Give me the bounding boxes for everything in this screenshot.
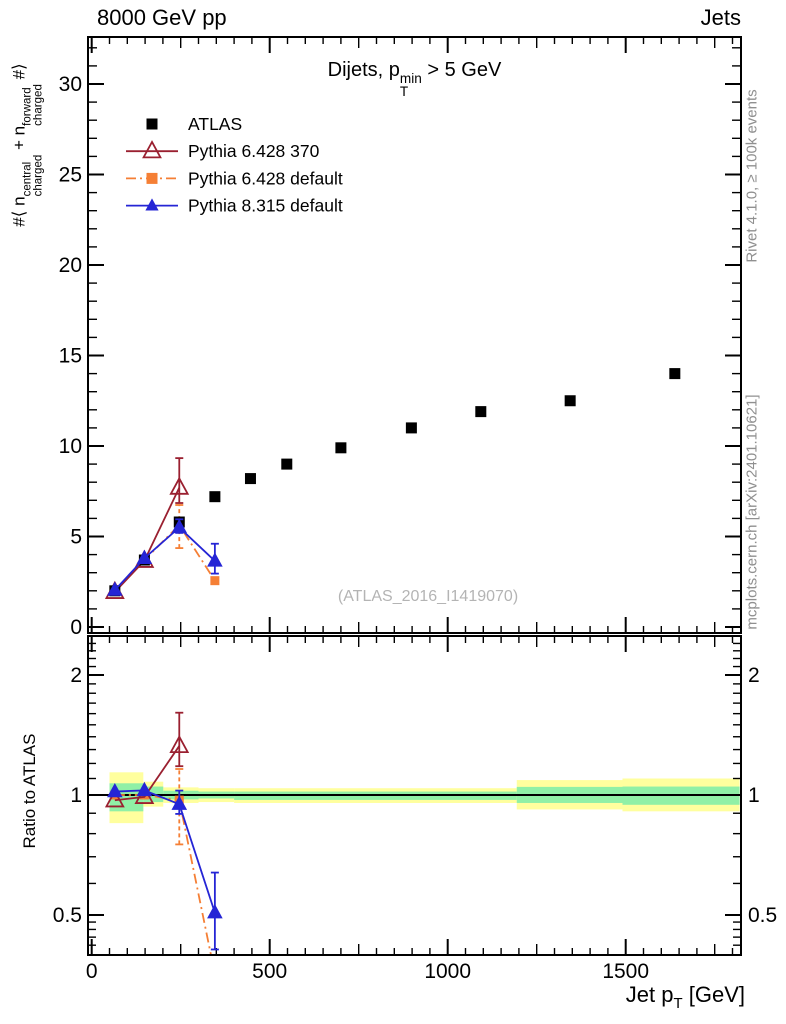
data-point: [475, 406, 487, 418]
analysis-id-watermark: (ATLAS_2016_I1419070): [337, 588, 519, 605]
y-label-mid: + n: [9, 125, 29, 155]
x-title-prefix: Jet p: [625, 982, 674, 1007]
legend: ATLAS Pythia 6.428 370 Pythia 6.428 defaul…: [126, 114, 343, 216]
series-line: [114, 526, 216, 591]
legend-item-pythia-6-428-default: Pythia 6.428 default: [126, 168, 343, 188]
tick-label: 15: [59, 345, 82, 368]
data-point: [145, 198, 159, 211]
main-y-axis-label: #⟨ n central charged + n forward charged #⟩: [9, 63, 44, 226]
data-point: [136, 781, 153, 797]
tick-label: 10: [59, 435, 82, 458]
y-label-prefix: #⟨ n: [9, 196, 29, 227]
series-line: [114, 523, 216, 592]
data-point: [107, 581, 123, 596]
ratio-y-axis-label: Ratio to ATLAS: [20, 733, 39, 849]
legend-label: Pythia 6.428 default: [188, 168, 343, 188]
series-line: [114, 789, 216, 913]
data-point: [281, 458, 293, 470]
analysis-group-label: Jets: [700, 5, 741, 30]
plot-title-prefix: Dijets, p: [327, 59, 400, 81]
legend-item-pythia-8-315-default: Pythia 8.315 default: [126, 196, 343, 216]
tick-label: 30: [59, 73, 82, 96]
axis-ticks: [89, 38, 740, 954]
plot-title: Dijets, p min T > 5 GeV: [88, 59, 741, 99]
legend-label: ATLAS: [188, 114, 242, 134]
beam-energy-label: 8000 GeV pp: [97, 5, 227, 30]
tick-label: 1: [748, 784, 760, 807]
tick-label: 1000: [424, 960, 471, 983]
tick-label: 2: [70, 664, 82, 687]
tick-label: 20: [59, 254, 82, 277]
data-point: [171, 795, 188, 810]
data-point: [146, 172, 158, 184]
tick-labels: 0 5 10 15 20 25 30 0 500 1000 1500 0.5 0.5 1 1 2 2: [53, 73, 777, 983]
y-label-sub1: charged: [32, 154, 45, 197]
plot-title-suffix: > 5 GeV: [421, 59, 502, 81]
y-label-sub2: charged: [32, 84, 45, 126]
data-point: [335, 442, 347, 454]
data-point: [207, 552, 223, 567]
n-forward-script: forward charged: [22, 84, 45, 126]
data-point: [146, 118, 158, 130]
x-title-suffix: [GeV]: [682, 982, 745, 1007]
tick-label: 1500: [602, 960, 649, 983]
data-point: [169, 476, 190, 495]
ratio-uncertainty-bands: [89, 772, 740, 824]
main-series-pythia-8-315-default: [107, 518, 223, 596]
x-title-subscript: T: [673, 994, 683, 1012]
ratio-plot-frame: [87, 635, 742, 956]
tick-label: 0: [70, 616, 82, 639]
data-point: [564, 395, 576, 407]
legend-item-atlas: ATLAS: [146, 114, 242, 134]
y-label-suffix: #⟩: [9, 63, 29, 85]
series-line: [114, 487, 181, 593]
main-series-atlas: [109, 368, 681, 597]
series-line: [114, 745, 181, 802]
data-point: [169, 734, 190, 754]
tick-label: 0.5: [53, 904, 82, 927]
data-point: [669, 368, 681, 380]
data-point: [210, 576, 220, 586]
data-point: [104, 789, 125, 808]
data-point: [136, 549, 153, 564]
ratio-series-pythia-8-315-default: [107, 781, 223, 951]
n-central-script: central charged: [22, 154, 45, 197]
legend-label: Pythia 8.315 default: [188, 196, 343, 216]
data-point: [207, 904, 223, 919]
pt-subscript: T: [399, 84, 409, 100]
main-plot-frame: [87, 36, 742, 634]
data-point: [142, 140, 162, 159]
pt-min-script: min T: [399, 71, 422, 100]
data-point: [405, 422, 417, 434]
data-point: [171, 518, 188, 534]
data-point: [209, 491, 221, 503]
mcplots-arxiv-note: mcplots.cern.ch [arXiv:2401.10621]: [743, 394, 761, 630]
tick-label: 0: [86, 960, 98, 983]
rivet-version-note: Rivet 4.1.0, ≥ 100k events: [743, 89, 761, 263]
tick-label: 500: [252, 960, 287, 983]
tick-label: 25: [59, 164, 82, 187]
tick-label: 1: [70, 784, 82, 807]
tick-label: 2: [748, 664, 760, 687]
legend-item-pythia-6-428-370: Pythia 6.428 370: [126, 140, 320, 161]
tick-label: 5: [70, 526, 82, 549]
data-point: [107, 782, 123, 798]
x-axis-title: Jet pT [GeV]: [626, 982, 745, 1012]
legend-label: Pythia 6.428 370: [188, 141, 320, 161]
pt-min-superscript: min: [399, 71, 422, 87]
tick-label: 0.5: [748, 904, 777, 927]
data-point: [244, 473, 256, 485]
data-point: [210, 970, 219, 979]
